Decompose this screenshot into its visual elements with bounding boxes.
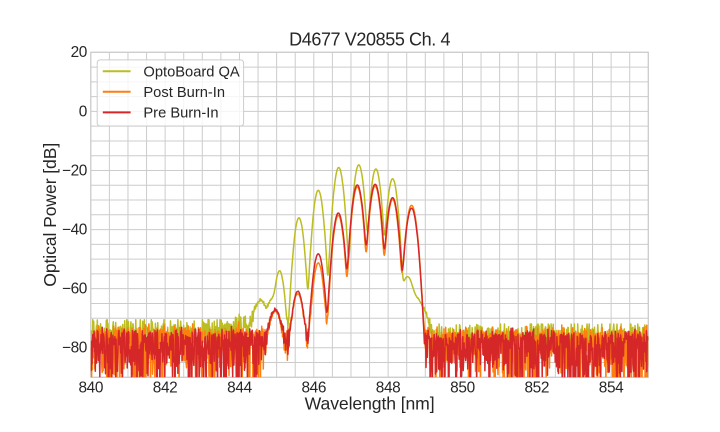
svg-text:852: 852 [524, 379, 549, 396]
svg-text:D4677 V20855 Ch. 4: D4677 V20855 Ch. 4 [289, 30, 450, 50]
svg-text:854: 854 [599, 379, 624, 396]
svg-text:846: 846 [301, 379, 326, 396]
svg-text:840: 840 [78, 379, 103, 396]
svg-text:−40: −40 [62, 222, 87, 239]
svg-text:−80: −80 [62, 340, 87, 357]
svg-text:OptoBoard QA: OptoBoard QA [143, 65, 240, 81]
svg-text:Optical Power [dB]: Optical Power [dB] [40, 143, 60, 287]
svg-text:0: 0 [79, 103, 87, 120]
svg-text:844: 844 [227, 379, 252, 396]
svg-text:842: 842 [153, 379, 178, 396]
svg-text:Pre Burn-In: Pre Burn-In [143, 106, 218, 122]
svg-text:850: 850 [450, 379, 475, 396]
svg-text:20: 20 [71, 44, 87, 61]
svg-text:−20: −20 [62, 162, 87, 179]
svg-text:848: 848 [376, 379, 401, 396]
svg-text:Post Burn-In: Post Burn-In [143, 85, 225, 101]
svg-text:Wavelength [nm]: Wavelength [nm] [305, 394, 435, 414]
svg-text:−60: −60 [62, 281, 87, 298]
